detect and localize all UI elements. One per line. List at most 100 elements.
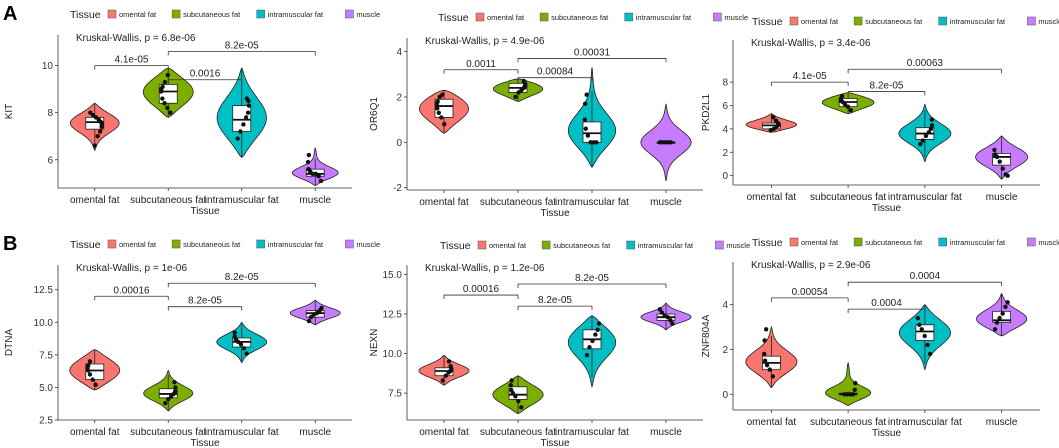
plot2-xtick-label-0: omental fat [419,197,469,208]
plot5-legend-swatch-1 [541,240,551,250]
plot1-point-0-0 [92,143,97,148]
plot3-point-2-0 [918,141,923,147]
plot6-legend-swatch-2 [938,237,947,247]
plot6-legend-label-2: intramuscular fat [950,238,1006,247]
plot2-xlabel: Tissue [540,208,570,219]
plot4-legend-swatch-3 [345,239,354,249]
plot6-legend-swatch-3 [1027,237,1036,247]
plot1-point-2-7 [244,96,250,101]
plot5-xtick-label-0: omental fat [419,427,469,438]
plot1-point-2-3 [243,115,249,120]
plot6-point-0-5 [762,338,767,343]
plot4-xtick-label-0: omental fat [70,427,120,438]
plot2-point-0-0 [442,122,447,127]
plot5-legend-swatch-2 [626,240,635,250]
plot6-ytick-label-0: 0 [722,390,728,401]
plot5-point-1-6 [509,378,514,383]
plot6-point-3-0 [992,327,998,332]
plot4-ytick-label-3: 10.0 [34,318,54,329]
plot2-stat-label: Kruskal-Wallis, p = 4.9e-06 [425,36,545,47]
plot1-legend-swatch-2 [256,9,265,19]
plot3-point-3-6 [992,147,997,153]
plot2-point-1-6 [521,78,527,84]
plot4-legend-swatch-0 [107,239,117,249]
plot3-point-3-2 [1000,166,1005,171]
plot6-legend-label-3: muscle [1038,238,1059,247]
plot3-xtick-label-2: intramuscular fat [888,192,962,203]
plot3-ytick-label-4: 8 [722,78,728,89]
plot4-ytick-label-2: 7.5 [39,350,53,361]
plot2-bracket-label-0: 0.0011 [466,59,496,70]
plot5-point-0-1 [443,373,449,378]
plot1-point-2-4 [245,110,251,115]
plot5-legend-swatch-0 [477,240,487,250]
plot3-bracket-label-0: 4.1e-05 [793,71,827,82]
plot5-bracket-label-2: 8.2e-05 [538,295,572,306]
plot1-legend-swatch-3 [345,9,354,19]
plot4-point-2-2 [238,342,244,347]
plot6-point-0-3 [762,358,768,363]
plot3-legend-label-2: intramuscular fat [950,17,1006,26]
plot6-box-3 [992,310,1012,323]
plot4-ytick-label-1: 5.0 [39,383,53,394]
plot5-point-2-3 [593,332,598,337]
plot1-xtick-label-1: subcutaneous fat [130,195,206,206]
plot5-xtick-label-3: muscle [650,427,682,438]
plot2-ytick-label-0: -2 [393,183,402,194]
plot5-bracket-label-1: 8.2e-05 [575,273,609,284]
plot6-point-0-4 [762,351,767,357]
plot1-legend-swatch-1 [171,9,181,19]
plot6-bracket-label-0: 0.00054 [792,287,829,298]
plot1-legend-label-2: intramuscular fat [268,10,324,19]
plot6-point-3-3 [1000,311,1005,316]
plot1-point-1-2 [162,101,167,106]
plot3-xtick-label-0: omental fat [747,192,797,203]
plot1-point-3-7 [306,152,312,158]
plot3-point-2-2 [923,133,929,139]
plot4-point-0-6 [87,359,93,364]
panel-letter-a: A [3,3,17,25]
plot6-ylabel: ZNF804A [701,314,712,357]
plot5-point-3-4 [659,310,665,315]
plot2-legend-label-2: intramuscular fat [636,13,692,22]
plot6-ytick-label-1: 2 [722,345,728,356]
plot2-legend-label-0: omental fat [487,13,525,22]
plot3-point-2-3 [926,130,931,135]
plot4-legend-swatch-2 [256,239,265,249]
plot3-legend-swatch-0 [789,16,799,26]
plot3-ytick-label-2: 4 [722,124,728,135]
plot6-violin-1 [825,361,872,406]
plot5-xtick-label-1: subcutaneous fat [480,427,556,438]
plot4-point-3-1 [308,314,314,320]
plot6-point-3-5 [1005,300,1010,305]
plot4-legend-label-3: muscle [356,240,380,249]
plot2-point-0-2 [436,110,442,116]
plot2-xtick-label-1: subcutaneous fat [480,197,556,208]
plot5-point-2-4 [595,327,600,333]
plot1-legend-label-3: muscle [356,10,380,19]
plot6-xtick-label-1: subcutaneous fat [810,417,886,428]
plot1-point-1-8 [165,72,171,78]
plot2-xtick-label-2: intramuscular fat [555,197,629,208]
plot6-point-0-6 [763,327,769,332]
plot5-point-1-2 [513,394,518,399]
plot4-point-1-6 [172,380,177,385]
plot4-point-2-6 [232,330,237,335]
plot2-point-2-6 [582,101,588,106]
plot4-bracket-label-1: 8.2e-05 [225,272,259,283]
plot1-xtick-label-3: muscle [299,195,331,206]
plot1-point-3-0 [318,178,324,184]
plot2-legend-label-1: subcutaneous fat [551,13,609,22]
plot3-ytick-label-1: 2 [722,148,728,159]
plot6-legend-swatch-0 [789,237,799,247]
plot4-xtick-label-3: muscle [299,427,331,438]
plot2-ytick-label-2: 2 [396,92,402,103]
plot2-ytick-label-3: 4 [396,47,402,58]
plot1-point-0-7 [93,115,99,120]
plot6-point-2-0 [927,351,933,357]
plot5-point-3-3 [662,313,667,318]
plot2-point-0-1 [439,115,444,120]
plot3-ytick-label-0: 0 [722,171,728,182]
plot2-bracket-label-2: 0.00084 [537,67,574,78]
plot5-point-3-1 [668,318,673,323]
